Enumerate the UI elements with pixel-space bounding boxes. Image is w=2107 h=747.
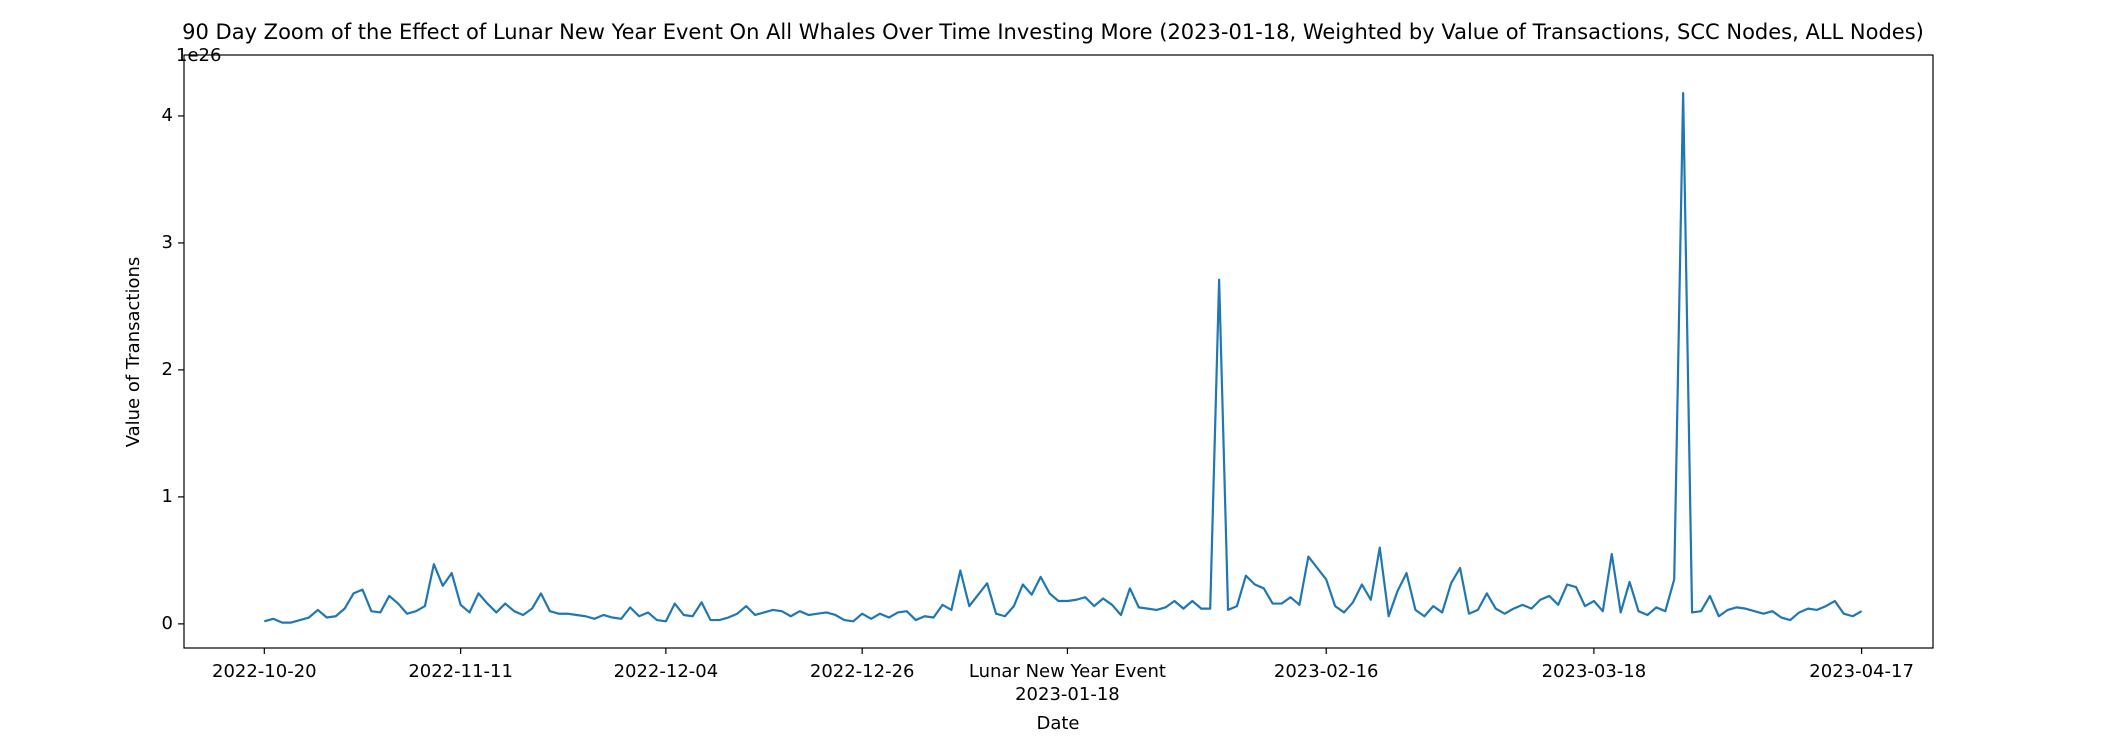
x-tick-label: 2022-10-20 [212,661,317,682]
y-tick-label: 3 [162,232,173,253]
x-tick-label: 2022-12-04 [614,661,719,682]
x-tick-label: 2022-12-26 [810,661,915,682]
x-tick-label: 2023-04-17 [1809,661,1914,682]
x-axis-label: Date [1036,713,1079,734]
x-tick-label: 2023-02-16 [1274,661,1379,682]
y-tick-label: 1 [162,486,173,507]
event-label: Lunar New Year Event [969,661,1166,682]
x-tick-label: 2022-11-11 [408,661,513,682]
data-line [264,91,1863,624]
y-tick-label: 0 [162,613,173,634]
y-tick-label: 4 [162,105,173,126]
plot-frame [183,54,1934,649]
y-tick-label: 2 [162,359,173,380]
chart-title: 90 Day Zoom of the Effect of Lunar New Y… [182,20,1924,44]
x-tick-label: 2023-01-18 [1015,684,1120,705]
x-tick-label: 2023-03-18 [1542,661,1647,682]
y-axis-label: Value of Transactions [123,257,144,448]
